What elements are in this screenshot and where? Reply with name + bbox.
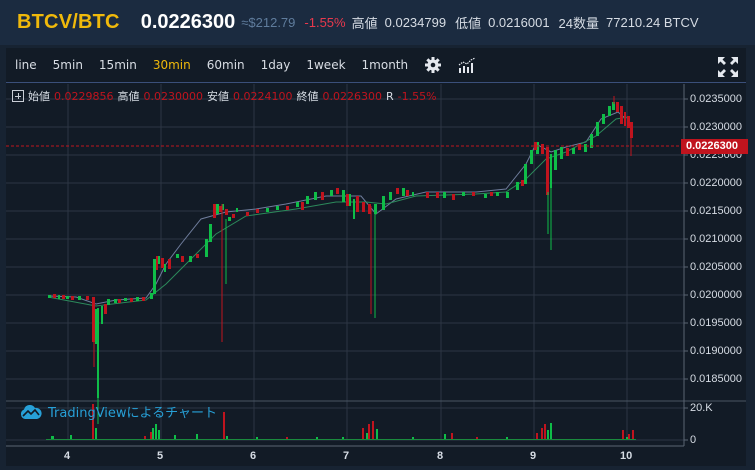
- price-chart[interactable]: 始値 0.0229856 高値 0.0230000 安値 0.0224100 終…: [6, 84, 748, 466]
- interval-60min[interactable]: 60min: [206, 58, 245, 72]
- time-tick: 4: [64, 450, 71, 462]
- price-tick: 0.0185000: [690, 373, 742, 385]
- current-price-tag: 0.0226300: [681, 139, 748, 154]
- interval-5min[interactable]: 5min: [52, 58, 83, 72]
- price-tick: 0.0195000: [690, 317, 742, 329]
- low-label: 安値: [207, 90, 229, 103]
- open-label: 始値: [28, 90, 50, 103]
- interval-30min[interactable]: 30min: [152, 58, 191, 72]
- interval-1month[interactable]: 1month: [361, 58, 409, 72]
- interval-1day[interactable]: 1day: [260, 58, 291, 72]
- price-tick: 0.0200000: [690, 289, 742, 301]
- price-tick: 0.0215000: [690, 205, 742, 217]
- volume-value: 77210.24 BTCV: [606, 15, 699, 30]
- ticker-header: BTCV/BTC 0.0226300 ≈$212.79 -1.55% 高値 0.…: [0, 0, 755, 45]
- interval-line[interactable]: line: [15, 58, 37, 72]
- time-tick: 7: [343, 450, 350, 462]
- candlestick-plot[interactable]: [6, 84, 746, 466]
- high-value: 0.0234799: [384, 15, 447, 30]
- r-value: -1.55%: [397, 89, 437, 103]
- fullscreen-icon[interactable]: [717, 56, 739, 78]
- expand-legend-icon[interactable]: [12, 90, 24, 102]
- time-tick: 5: [157, 450, 164, 462]
- r-label: R: [386, 89, 394, 103]
- chart-container: line 5min 15min 30min 60min 1day 1week 1…: [0, 45, 755, 470]
- gear-icon[interactable]: [424, 56, 442, 74]
- volume-bars: [46, 404, 636, 440]
- high-label: 高値: [351, 16, 378, 31]
- price-change: -1.55%: [304, 15, 346, 30]
- tradingview-cloud-icon: [20, 404, 42, 419]
- low-value: 0.0224100: [233, 89, 293, 103]
- price-tick: 0.0210000: [690, 233, 742, 245]
- usd-equivalent: ≈$212.79: [241, 15, 296, 30]
- watermark-text: TradingViewによるチャート: [48, 406, 218, 421]
- interval-toolbar: line 5min 15min 30min 60min 1day 1week 1…: [6, 48, 746, 83]
- high-label: 高値: [117, 90, 140, 103]
- candles: [48, 96, 633, 424]
- high-value: 0.0230000: [143, 89, 204, 103]
- price-tick: 0.0235000: [690, 93, 742, 105]
- chart-panel: line 5min 15min 30min 60min 1day 1week 1…: [6, 48, 748, 466]
- interval-15min[interactable]: 15min: [98, 58, 137, 72]
- price-tick: 0.0220000: [690, 177, 742, 189]
- pair-name: BTCV/BTC: [17, 11, 120, 33]
- time-tick: 6: [250, 450, 257, 462]
- time-tick: 10: [620, 450, 633, 462]
- price-tick: 0.0205000: [690, 261, 742, 273]
- low-label: 低値: [455, 16, 482, 31]
- price-tick: 0.0190000: [690, 345, 742, 357]
- open-value: 0.0229856: [54, 89, 114, 103]
- volume-tick: 0: [690, 434, 697, 446]
- indicators-icon[interactable]: [458, 56, 476, 74]
- ohlc-legend: 始値 0.0229856 高値 0.0230000 安値 0.0224100 終…: [12, 88, 437, 104]
- last-price: 0.0226300: [140, 11, 236, 33]
- time-tick: 9: [530, 450, 537, 462]
- close-label: 終値: [296, 90, 319, 103]
- time-tick: 8: [437, 450, 444, 462]
- price-tick: 0.0230000: [690, 121, 742, 133]
- low-value: 0.0216001: [488, 15, 550, 30]
- volume-label: 24数量: [558, 16, 600, 31]
- interval-1week[interactable]: 1week: [306, 58, 346, 72]
- close-value: 0.0226300: [322, 89, 383, 103]
- volume-tick: 20.K: [690, 402, 713, 414]
- tradingview-watermark[interactable]: TradingViewによるチャート: [20, 402, 217, 421]
